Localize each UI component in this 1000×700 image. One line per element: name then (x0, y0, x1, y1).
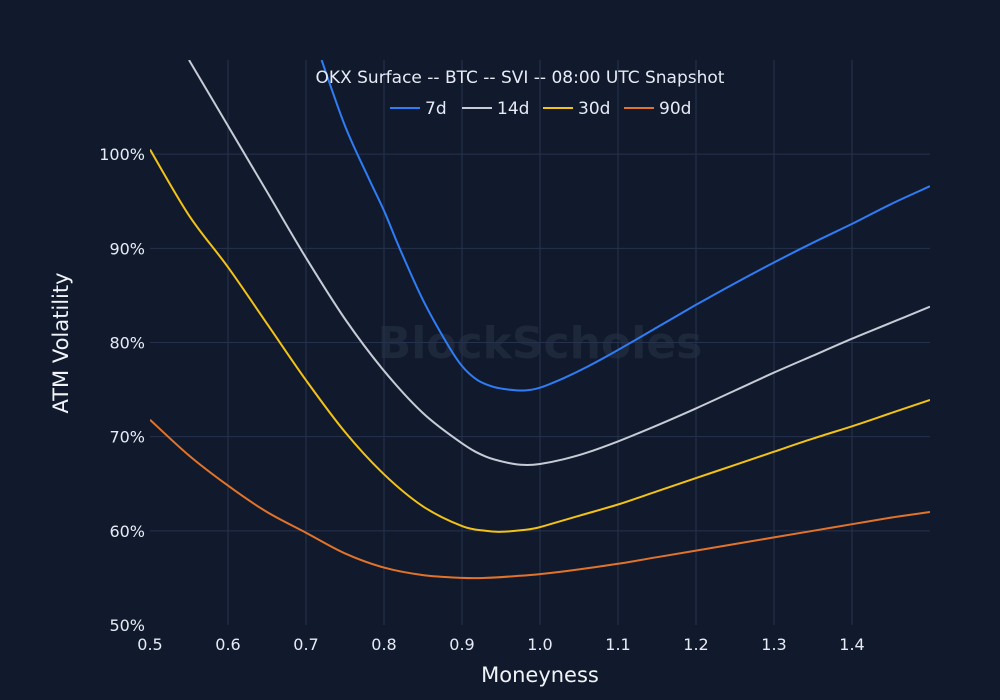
x-axis-title: Moneyness (481, 663, 599, 687)
x-tick-label: 0.6 (215, 635, 240, 654)
series-line-14d (188, 60, 930, 466)
legend[interactable]: 7d 14d 30d 90d (390, 99, 691, 119)
y-tick-label: 50% (109, 616, 145, 635)
x-tick-label: 1.1 (605, 635, 630, 654)
y-tick-label: 100% (99, 145, 145, 164)
x-tick-label: 0.5 (137, 635, 162, 654)
legend-label: 30d (578, 99, 610, 119)
legend-label: 7d (425, 99, 447, 119)
chart-title: OKX Surface -- BTC -- SVI -- 08:00 UTC S… (316, 68, 725, 88)
y-tick-label: 70% (109, 428, 145, 447)
legend-item-90d[interactable]: 90d (624, 99, 691, 119)
x-tick-label: 1.2 (683, 635, 708, 654)
series-line-30d (150, 148, 930, 533)
y-tick-label: 60% (109, 522, 145, 541)
series-line-90d (150, 418, 930, 580)
y-tick-label: 80% (109, 334, 145, 353)
legend-label: 90d (659, 99, 691, 119)
x-tick-label: 0.8 (371, 635, 396, 654)
legend-item-30d[interactable]: 30d (543, 99, 610, 119)
series-line-7d (320, 60, 930, 392)
x-tick-label: 0.9 (449, 635, 474, 654)
legend-item-7d[interactable]: 7d (390, 99, 447, 119)
y-axis-title: ATM Volatility (49, 272, 73, 413)
legend-label: 14d (497, 99, 529, 119)
tick-layer: 0.5 0.6 0.7 0.8 0.9 1.0 1.1 1.2 1.3 1.4 50% 60% 70% 8… (99, 145, 864, 654)
y-tick-label: 90% (109, 239, 145, 258)
series-layer (150, 60, 930, 580)
legend-item-14d[interactable]: 14d (462, 99, 529, 119)
grid-layer (150, 60, 930, 625)
x-tick-label: 1.0 (527, 635, 552, 654)
x-tick-label: 1.3 (761, 635, 786, 654)
x-tick-label: 1.4 (839, 635, 864, 654)
x-tick-label: 0.7 (293, 635, 318, 654)
